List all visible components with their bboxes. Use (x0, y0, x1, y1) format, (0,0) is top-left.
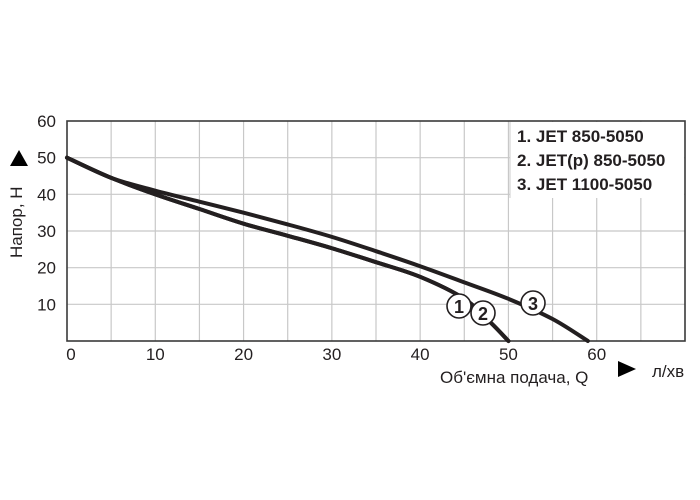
legend-box (510, 122, 684, 198)
x-tick-label: 30 (322, 345, 341, 364)
x-axis-unit: л/хв (652, 362, 684, 381)
x-axis-arrow-icon (618, 361, 636, 377)
y-tick-label: 40 (37, 185, 56, 204)
x-tick-label: 0 (66, 345, 75, 364)
y-axis-label: Напор, H (7, 186, 26, 258)
x-tick-label: 60 (587, 345, 606, 364)
curve-marker-1: 1 (446, 293, 472, 319)
x-tick-label: 50 (499, 345, 518, 364)
y-axis-ticks: 10 20 30 40 50 60 (37, 112, 56, 314)
legend-item-1: 1. JET 850-5050 (517, 127, 644, 146)
marker-label-1: 1 (454, 297, 464, 317)
x-tick-label: 40 (411, 345, 430, 364)
y-tick-label: 10 (37, 295, 56, 314)
curve-marker-2: 2 (470, 300, 496, 326)
y-tick-label: 30 (37, 222, 56, 241)
marker-label-2: 2 (478, 304, 488, 324)
y-axis-arrow-icon (10, 150, 28, 166)
legend-item-3: 3. JET 1100-5050 (517, 175, 652, 194)
curve-3 (65, 155, 590, 343)
x-axis-ticks: 0 10 20 30 40 50 60 (66, 345, 606, 364)
y-tick-label: 50 (37, 149, 56, 168)
y-tick-label: 20 (37, 259, 56, 278)
curve-marker-3: 3 (520, 290, 546, 316)
plot-border (66, 120, 686, 342)
x-tick-label: 10 (146, 345, 165, 364)
marker-label-3: 3 (528, 294, 538, 314)
y-tick-label: 60 (37, 112, 56, 131)
x-tick-label: 20 (234, 345, 253, 364)
x-axis-label: Об'ємна подача, Q (440, 368, 588, 387)
legend-item-2: 2. JET(p) 850-5050 (517, 151, 665, 170)
